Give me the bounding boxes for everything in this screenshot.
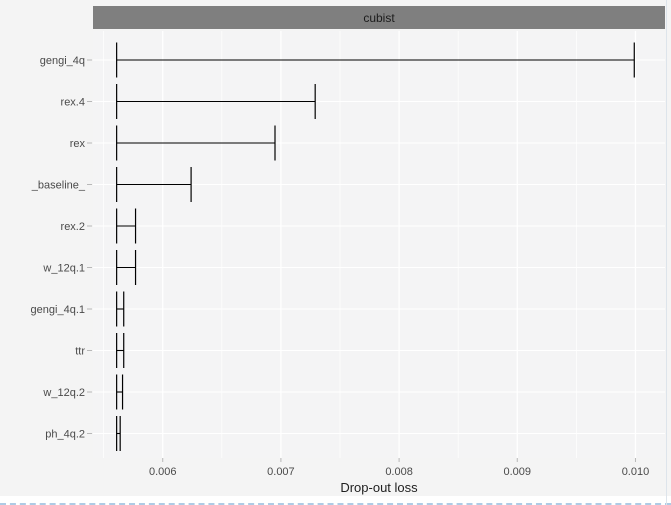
errorbar-rex [116,125,276,161]
errorbar-_baseline_ [116,167,192,202]
errorbar-w_12q.2 [116,374,124,410]
y-axis-label: w_12q.1 [42,263,85,275]
pane-bottom-edge [0,496,671,505]
x-axis-tick-label: 0.008 [385,466,413,478]
y-axis-label: gengi_4q [40,55,85,67]
errorbar-w_12q.1 [116,250,137,285]
y-axis-label: rex.2 [61,221,85,233]
facet-strip-label: cubist [363,10,395,25]
errorbar-gengi_4q.1 [116,291,125,327]
y-axis-label: _baseline_ [31,180,86,192]
panel-background [93,31,665,458]
x-axis-tick-label: 0.009 [504,466,532,478]
facet-strip: cubist [93,6,665,29]
axis-layer: gengi_4q rex.4 rex _baseline_ rex.2 w_12q.1ge… [31,55,650,478]
y-axis-label: ttr [75,346,85,358]
errorbar-gengi_4q [116,42,635,78]
errorbar-ttr [116,333,125,368]
y-axis-label: gengi_4q.1 [31,304,85,316]
y-axis-label: ph_4q.2 [45,429,85,441]
pane-right-edge [666,0,667,505]
y-axis-label: rex [70,138,86,150]
errorbar-rex.4 [116,84,316,119]
y-axis-label: rex.4 [61,97,85,109]
errorbar-rex.2 [116,208,137,244]
errorbars-layer [116,42,635,451]
grid-layer [93,31,665,458]
y-axis-label: w_12q.2 [42,387,85,399]
x-axis-tick-label: 0.007 [267,466,295,478]
errorbar-ph_4q.2 [116,416,121,451]
x-axis-tick-label: 0.006 [149,466,177,478]
x-axis-tick-label: 0.010 [622,466,650,478]
x-axis-title: Drop-out loss [340,480,418,495]
